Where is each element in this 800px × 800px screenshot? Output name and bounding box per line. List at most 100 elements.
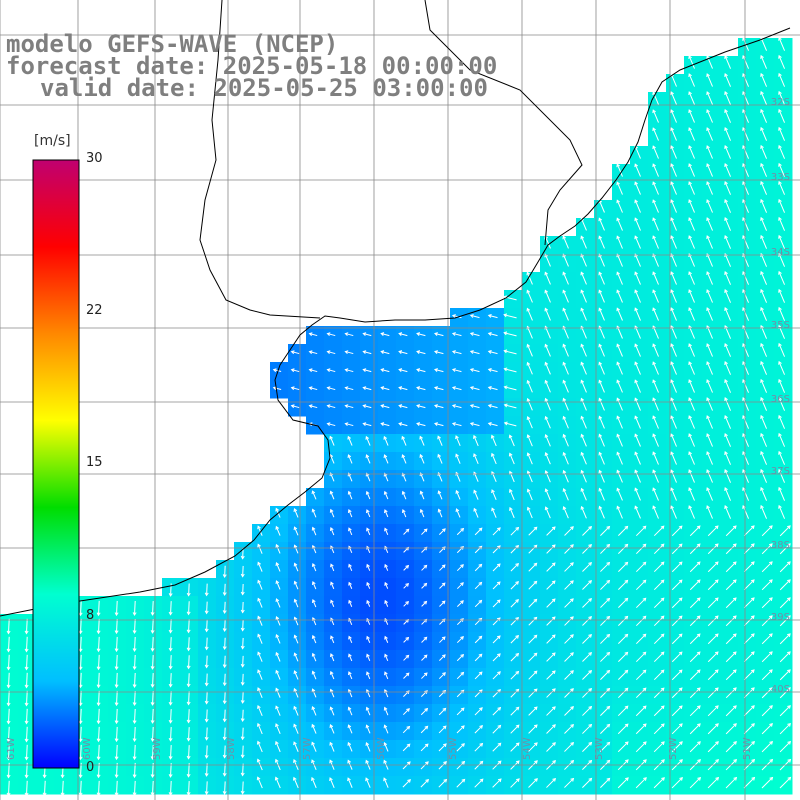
- wind-arrow: [344, 386, 354, 391]
- wind-arrow: [760, 414, 768, 429]
- wind-arrow: [616, 415, 623, 429]
- wind-arrow: [78, 618, 83, 635]
- wind-arrow: [600, 579, 611, 590]
- wind-arrow: [760, 54, 768, 69]
- wind-arrow: [706, 109, 713, 123]
- wind-arrow: [473, 434, 479, 447]
- wind-arrow: [344, 422, 354, 427]
- wind-arrow: [384, 653, 389, 662]
- wind-arrow: [689, 561, 701, 573]
- wind-arrow: [634, 397, 641, 411]
- wind-arrow: [707, 615, 719, 627]
- wind-arrow: [761, 525, 773, 537]
- wind-arrow: [580, 343, 587, 357]
- wind-arrow: [725, 525, 737, 537]
- wind-arrow: [544, 415, 551, 429]
- wind-arrow: [474, 671, 483, 680]
- wind-arrow: [652, 181, 659, 195]
- wind-arrow: [330, 599, 335, 608]
- wind-arrow: [403, 528, 410, 535]
- wind-arrow: [348, 563, 353, 571]
- wind-arrow: [150, 744, 155, 760]
- wind-arrow: [168, 781, 173, 796]
- wind-arrow: [421, 528, 428, 535]
- wind-arrow: [580, 253, 587, 267]
- wind-arrow: [114, 780, 119, 797]
- wind-arrow: [419, 453, 425, 464]
- wind-arrow: [469, 386, 480, 391]
- wind-arrow: [222, 565, 227, 579]
- wind-arrow: [706, 145, 713, 159]
- wind-arrow: [707, 776, 720, 789]
- wind-arrow: [779, 669, 791, 681]
- wind-arrow: [365, 741, 371, 752]
- wind-arrow: [743, 669, 755, 681]
- wind-arrow: [311, 634, 317, 644]
- wind-arrow: [544, 343, 551, 357]
- wind-arrow: [616, 379, 623, 393]
- wind-arrow: [24, 744, 29, 761]
- wind-arrow: [114, 744, 119, 761]
- wind-arrow: [779, 651, 791, 663]
- wind-arrow: [688, 91, 695, 105]
- wind-arrow: [724, 55, 731, 69]
- wind-arrow: [600, 615, 611, 626]
- wind-arrow: [469, 332, 480, 337]
- wind-arrow: [725, 669, 737, 681]
- lon-label: 58W: [226, 737, 237, 760]
- wind-arrow: [222, 691, 227, 705]
- wind-arrow: [456, 564, 464, 572]
- wind-arrow: [760, 468, 768, 483]
- wind-arrow: [132, 618, 137, 634]
- wind-arrow: [275, 705, 281, 716]
- lon-label: 54W: [522, 737, 533, 760]
- wind-arrow: [78, 726, 83, 743]
- wind-arrow: [150, 673, 155, 688]
- wind-arrow: [240, 745, 245, 759]
- wind-arrow: [653, 615, 665, 627]
- wind-arrow: [671, 723, 683, 735]
- wind-arrow: [96, 636, 101, 653]
- wind-arrow: [564, 670, 574, 680]
- wind-arrow: [132, 690, 137, 707]
- wind-arrow: [438, 778, 448, 788]
- wind-arrow: [582, 651, 593, 662]
- wind-arrow: [492, 778, 502, 788]
- river-border: [199, 0, 321, 319]
- wind-arrow: [761, 615, 773, 627]
- wind-arrow: [365, 706, 371, 716]
- wind-arrow: [487, 314, 498, 319]
- colorbar: [32, 159, 80, 769]
- lat-label: 38S: [771, 540, 790, 551]
- wind-arrow: [761, 597, 773, 609]
- wind-arrow: [451, 368, 462, 373]
- wind-arrow: [434, 386, 444, 391]
- wind-arrow: [114, 600, 119, 617]
- wind-arrow: [491, 507, 497, 518]
- wind-arrow: [652, 289, 659, 303]
- wind-arrow: [383, 435, 389, 446]
- wind-arrow: [582, 598, 592, 608]
- wind-arrow: [616, 307, 623, 321]
- wind-arrow: [509, 506, 515, 519]
- wind-arrow: [760, 288, 768, 303]
- wind-arrow: [546, 562, 556, 572]
- wind-arrow: [778, 72, 786, 87]
- wind-arrow: [743, 615, 755, 627]
- wind-arrow: [420, 707, 429, 716]
- wind-arrow: [600, 543, 611, 554]
- wind-arrow: [760, 180, 768, 195]
- wind-arrow: [724, 127, 731, 141]
- wind-arrow: [652, 307, 659, 321]
- forecast-date: forecast date: 2025-05-18 00:00:00: [6, 52, 498, 80]
- wind-arrow: [186, 583, 191, 597]
- wind-arrow: [652, 127, 659, 141]
- wind-arrow: [526, 434, 533, 447]
- wind-arrow: [421, 672, 428, 679]
- wind-arrow: [510, 670, 520, 680]
- wind-arrow: [562, 487, 569, 501]
- wind-arrow: [562, 506, 569, 519]
- wind-arrow: [487, 350, 498, 355]
- wind-arrow: [456, 778, 466, 788]
- wind-arrow: [204, 655, 209, 669]
